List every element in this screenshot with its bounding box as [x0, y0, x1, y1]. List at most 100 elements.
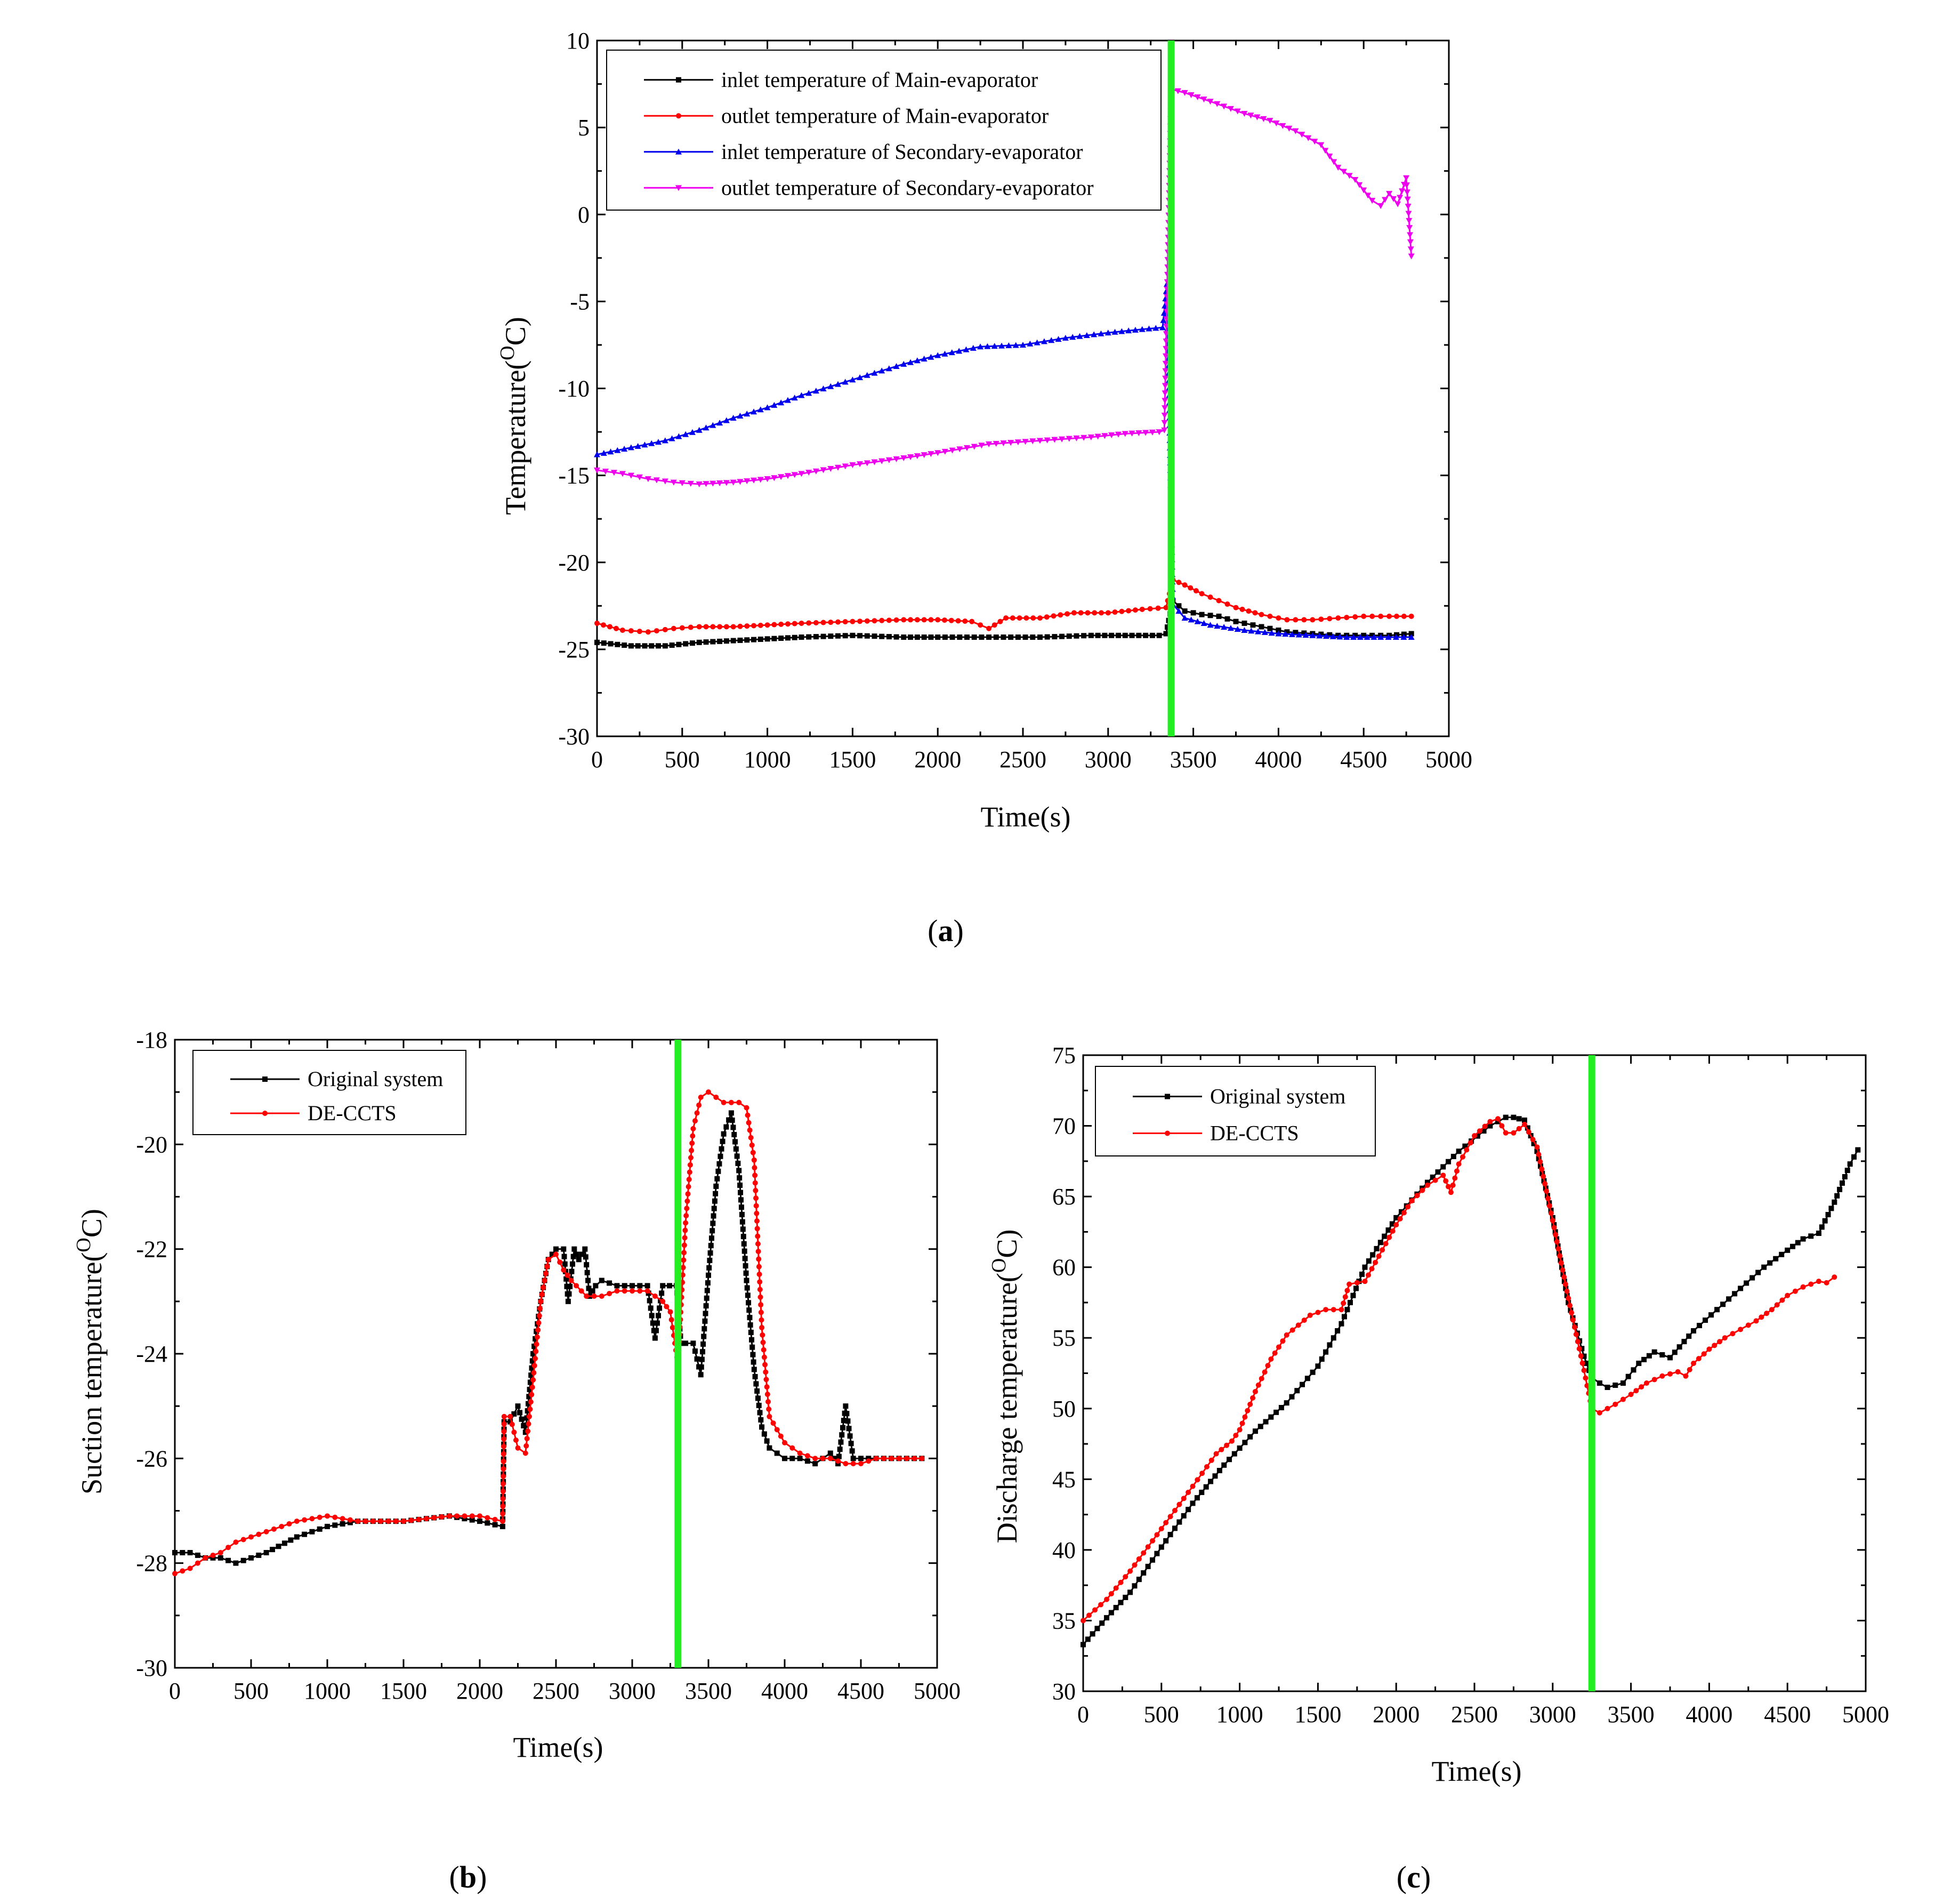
data-point — [1341, 1314, 1347, 1320]
data-point — [763, 1377, 769, 1383]
data-point — [812, 468, 819, 475]
data-point — [866, 1458, 872, 1464]
data-point — [669, 642, 675, 648]
y-tick-label: -18 — [136, 1027, 167, 1053]
data-point — [744, 623, 750, 629]
data-point — [753, 1203, 759, 1209]
data-point — [667, 1283, 673, 1289]
data-point — [613, 625, 619, 631]
data-point — [1676, 1344, 1682, 1350]
data-point — [778, 399, 785, 406]
data-point — [758, 1417, 764, 1423]
data-point — [969, 618, 975, 624]
data-point — [1037, 615, 1043, 621]
data-point — [637, 1283, 643, 1289]
data-point — [664, 1304, 670, 1309]
data-point — [746, 1300, 752, 1306]
data-point — [1382, 197, 1389, 203]
data-point — [539, 1291, 545, 1297]
data-point — [527, 1379, 533, 1385]
data-point — [873, 1456, 879, 1461]
data-point — [679, 480, 686, 486]
data-point — [761, 1431, 767, 1437]
x-tick-label: 0 — [591, 746, 603, 773]
data-point — [635, 643, 641, 649]
data-point — [1163, 353, 1170, 359]
data-point — [908, 617, 914, 623]
data-point — [751, 1367, 757, 1372]
data-point — [1036, 438, 1043, 444]
data-point — [979, 634, 985, 640]
data-point — [1284, 629, 1290, 635]
data-point — [1667, 1355, 1673, 1361]
data-point — [1132, 1583, 1138, 1589]
data-point — [1335, 632, 1341, 638]
data-point — [524, 1415, 530, 1421]
data-point — [1844, 1168, 1850, 1174]
data-point — [1118, 1579, 1124, 1585]
data-point — [439, 1514, 445, 1520]
data-point — [723, 417, 730, 423]
data-point — [644, 1288, 650, 1294]
data-point — [703, 1303, 709, 1309]
data-point — [1090, 1631, 1095, 1637]
data-point — [1289, 1394, 1295, 1400]
data-point — [813, 634, 819, 640]
panel-b-label: (b) — [449, 1860, 487, 1894]
y-tick-label: 0 — [578, 202, 590, 228]
x-tick-label: 500 — [1144, 1701, 1179, 1728]
data-point — [840, 1425, 846, 1431]
data-point — [835, 1458, 841, 1464]
data-point — [1200, 97, 1207, 103]
data-point — [707, 1257, 713, 1263]
data-point — [1569, 1310, 1575, 1316]
data-point — [1161, 420, 1168, 426]
data-point — [986, 634, 992, 640]
data-point — [1305, 135, 1312, 141]
data-point — [281, 1540, 287, 1546]
data-point — [1150, 1538, 1156, 1544]
data-point — [1022, 634, 1028, 640]
y-tick-label: 10 — [566, 28, 590, 54]
data-point — [1397, 1216, 1403, 1222]
data-point — [702, 1318, 708, 1324]
data-point — [1076, 333, 1083, 339]
data-point — [733, 1146, 739, 1152]
data-point — [1446, 1159, 1452, 1164]
data-point — [828, 620, 834, 625]
data-point — [1102, 632, 1108, 638]
data-point — [711, 1206, 717, 1211]
data-point — [660, 1283, 666, 1289]
data-point — [1344, 1307, 1350, 1313]
data-point — [706, 1272, 711, 1278]
data-point — [645, 629, 651, 635]
data-point — [1712, 1343, 1718, 1348]
data-point — [1255, 628, 1262, 634]
data-point — [1335, 1328, 1341, 1333]
data-point — [1687, 1367, 1692, 1372]
data-point — [545, 1257, 551, 1263]
data-point — [1779, 1297, 1785, 1303]
data-point — [864, 372, 870, 378]
data-point — [1832, 1274, 1837, 1280]
panel-a-chart: 0 500 1000 1500 2000 2500 3000 3500 4000 4500 5000… — [496, 28, 1472, 948]
data-point — [525, 1408, 530, 1414]
data-point — [1785, 1292, 1791, 1298]
data-point — [744, 1105, 749, 1111]
data-point — [1268, 630, 1275, 636]
data-point — [1295, 631, 1302, 638]
data-point — [689, 1147, 695, 1153]
data-point — [525, 1428, 531, 1434]
data-point — [579, 1251, 585, 1257]
x-tick-label: 1500 — [380, 1678, 427, 1704]
data-point — [1566, 1299, 1571, 1305]
data-point — [529, 1358, 535, 1364]
data-point — [743, 1270, 749, 1276]
data-point — [1481, 1128, 1487, 1134]
data-point — [1753, 1318, 1759, 1324]
data-point — [1074, 633, 1079, 639]
data-point — [649, 643, 655, 649]
data-point — [619, 471, 626, 477]
data-point — [1370, 1252, 1376, 1258]
